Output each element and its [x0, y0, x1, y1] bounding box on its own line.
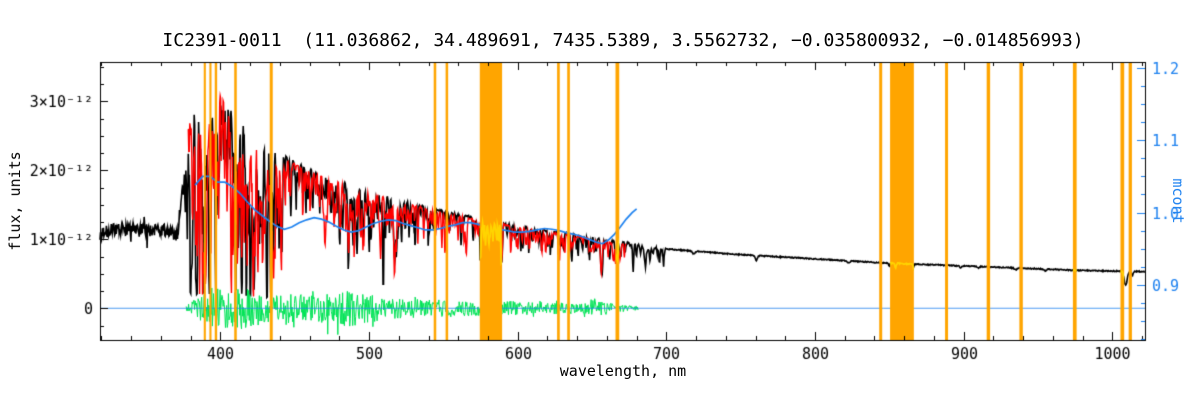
y-axis-label-left: flux, units — [6, 151, 24, 251]
plot-title: IC2391-0011 (11.036862, 34.489691, 7435.… — [162, 30, 1084, 51]
y-axis-label-right: mcont — [1169, 178, 1187, 224]
x-axis-label: wavelength, nm — [559, 362, 687, 380]
